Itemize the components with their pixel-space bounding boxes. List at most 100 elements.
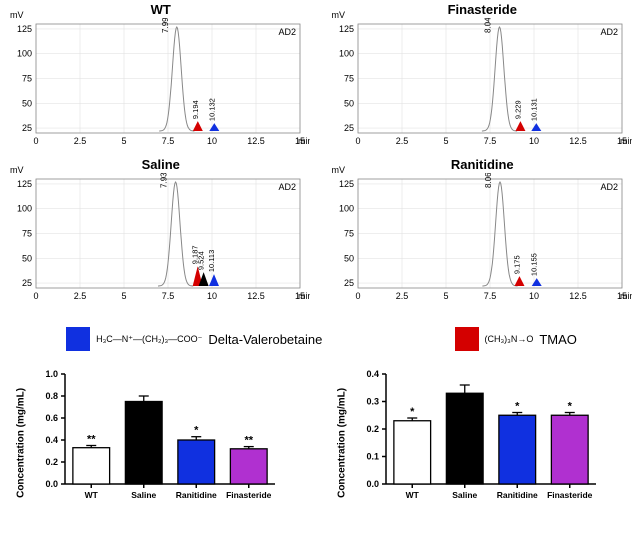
bar-ylabel: Concentration (mg/mL) (15, 388, 26, 498)
legend-item-1: (CH₃)₃N→O TMAO (455, 327, 577, 351)
bar-significance: * (515, 401, 520, 413)
x-tick-label: 10 (528, 136, 538, 146)
sub-peak-label: 9.524 (197, 251, 206, 270)
x-tick-label: 7.5 (483, 136, 496, 146)
bar (73, 448, 110, 484)
x-tick-label: 12.5 (569, 136, 587, 146)
legend-structure: (CH₃)₃N→O (485, 334, 534, 344)
sub-peak (515, 121, 525, 131)
bar-ytick: 0.3 (367, 397, 380, 407)
chromatogram-svg: 02.557.51012.5152550751001257.9999.19410… (0, 18, 310, 153)
x-unit: min (620, 291, 632, 301)
bar-ytick: 0.1 (367, 452, 380, 462)
bar-ytick: 0.0 (367, 479, 380, 489)
main-peak (159, 27, 194, 131)
sub-peak (531, 278, 541, 286)
bar (178, 440, 215, 484)
sub-peak-label: 10.131 (529, 98, 538, 121)
y-tick-label: 100 (17, 204, 32, 214)
legend-swatch (66, 327, 90, 351)
chrom-title: Finasteride (448, 2, 517, 17)
bar-chart-svg: 0.00.20.40.60.81.0**WTSaline*Ranitidine*… (21, 364, 281, 514)
y-tick-label: 50 (343, 253, 353, 263)
panel-label: AD2 (278, 182, 296, 192)
bar-ytick: 0.0 (45, 479, 58, 489)
y-tick-label: 25 (343, 123, 353, 133)
y-tick-label: 50 (22, 98, 32, 108)
bar-xlabel: Finasteride (226, 490, 272, 500)
sub-peak (209, 274, 219, 286)
y-tick-label: 75 (343, 74, 353, 84)
bar-xlabel: Ranitidine (497, 490, 538, 500)
x-unit: min (298, 291, 310, 301)
chrom-title: WT (151, 2, 171, 17)
y-tick-label: 125 (17, 179, 32, 189)
chromatogram-svg: 02.557.51012.5152550751001258.0689.17510… (322, 173, 632, 308)
x-unit: min (298, 136, 310, 146)
bar-panel-1: Concentration (mg/mL) 0.00.10.20.30.4*WT… (342, 364, 622, 524)
sub-peak-label: 10.132 (207, 98, 216, 121)
chromatogram-svg: 02.557.51012.5152550751001257.9339.1879.… (0, 173, 310, 308)
bar-xlabel: Finasteride (547, 490, 593, 500)
y-tick-label: 125 (17, 24, 32, 34)
bar (230, 449, 267, 484)
figure-container: WT mV 02.557.51012.5152550751001257.9999… (0, 0, 643, 533)
bar (552, 415, 589, 484)
main-peak-label: 8.068 (483, 173, 492, 188)
bar-xlabel: Ranitidine (175, 490, 216, 500)
chromatogram-svg: 02.557.51012.5152550751001258.0419.22910… (322, 18, 632, 153)
x-tick-label: 2.5 (395, 291, 408, 301)
y-tick-label: 75 (22, 229, 32, 239)
sub-peak-label: 10.155 (529, 253, 538, 276)
y-tick-label: 50 (343, 98, 353, 108)
bar-ytick: 0.4 (45, 435, 58, 445)
x-tick-label: 5 (121, 291, 126, 301)
x-unit: min (620, 136, 632, 146)
bar-significance: * (194, 425, 199, 437)
x-tick-label: 2.5 (395, 136, 408, 146)
bar (394, 421, 431, 484)
bar (499, 415, 536, 484)
y-tick-label: 25 (22, 123, 32, 133)
main-peak (158, 182, 193, 286)
bar-significance: * (410, 406, 415, 418)
chrom-panel-0: WT mV 02.557.51012.5152550751001257.9999… (0, 0, 322, 155)
x-tick-label: 0 (355, 136, 360, 146)
bar-panel-0: Concentration (mg/mL) 0.00.20.40.60.81.0… (21, 364, 301, 524)
legend-structure: H₃C—N⁺—(CH₂)₃—COO⁻ (96, 334, 202, 345)
main-peak-label: 7.999 (161, 18, 170, 33)
sub-peak (531, 123, 541, 131)
bar-ytick: 1.0 (45, 369, 58, 379)
bar-ytick: 0.2 (45, 457, 58, 467)
legend-label: Delta-Valerobetaine (208, 332, 322, 347)
sub-peak-label: 10.113 (207, 250, 216, 272)
x-tick-label: 12.5 (247, 291, 265, 301)
x-tick-label: 5 (443, 136, 448, 146)
bar-xlabel: Saline (131, 490, 156, 500)
main-peak-label: 8.041 (483, 18, 492, 33)
bar-ytick: 0.2 (367, 424, 380, 434)
legend-swatch (455, 327, 479, 351)
bar (447, 393, 484, 484)
x-tick-label: 2.5 (74, 136, 87, 146)
x-tick-label: 0 (355, 291, 360, 301)
x-tick-label: 12.5 (247, 136, 265, 146)
x-tick-label: 2.5 (74, 291, 87, 301)
legend-item-0: H₃C—N⁺—(CH₂)₃—COO⁻ Delta-Valerobetaine (66, 327, 322, 351)
bar-ytick: 0.4 (367, 369, 380, 379)
y-tick-label: 50 (22, 253, 32, 263)
y-tick-label: 125 (338, 179, 353, 189)
bar-significance: ** (244, 435, 253, 447)
y-tick-label: 100 (338, 49, 353, 59)
x-tick-label: 10 (207, 136, 217, 146)
x-tick-label: 0 (33, 136, 38, 146)
x-tick-label: 10 (207, 291, 217, 301)
bar-significance: ** (87, 434, 96, 446)
sub-peak-label: 9.175 (512, 255, 521, 274)
x-tick-label: 12.5 (569, 291, 587, 301)
bar-xlabel: Saline (452, 490, 477, 500)
legend-label: TMAO (539, 332, 577, 347)
x-tick-label: 0 (33, 291, 38, 301)
chrom-panel-2: Saline mV 02.557.51012.5152550751001257.… (0, 155, 322, 310)
x-tick-label: 7.5 (162, 291, 175, 301)
